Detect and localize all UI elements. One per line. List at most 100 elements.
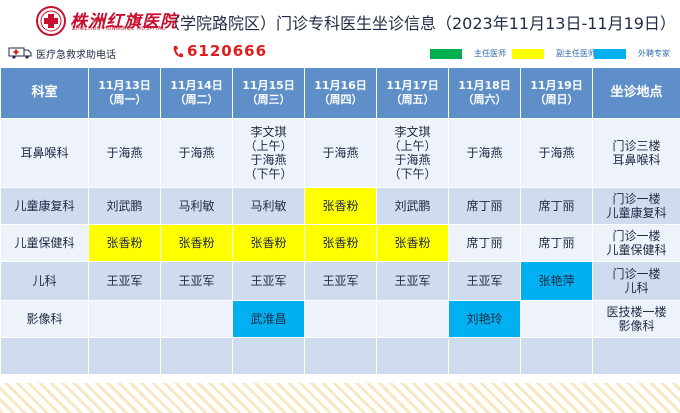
- hotline-number: 6120666: [187, 42, 268, 60]
- header-day: 11月18日 （周六）: [448, 67, 521, 119]
- dept-cell: 影像科: [0, 300, 89, 338]
- doctor-line: 张香粉: [322, 236, 359, 250]
- doctor-line: 席丁丽: [466, 236, 503, 250]
- location-cell: 门诊一楼 儿童保健科: [592, 224, 680, 262]
- doctor-line: 张香粉: [322, 199, 359, 213]
- doctor-cell: 王亚军: [160, 261, 233, 301]
- doctor-line: 张香粉: [394, 236, 431, 250]
- doctor-line: 刘武鹏: [106, 199, 143, 213]
- location-line: 门诊一楼: [612, 192, 661, 206]
- doctor-cell: 张香粉: [304, 187, 377, 225]
- doctor-cell: [376, 337, 449, 375]
- legend-label: 主任医师: [474, 49, 506, 58]
- header-weekday: （周三）: [246, 93, 291, 106]
- doctor-cell: 席丁丽: [520, 224, 593, 262]
- location-line: 儿童保健科: [606, 243, 667, 257]
- doctor-line: 刘艳玲: [466, 312, 503, 326]
- doctor-cell: 武淮昌: [232, 300, 305, 338]
- schedule-table: 科室 11月13日 （周一） 11月14日 （周二） 11月15日 （周三） 11月1…: [0, 67, 680, 375]
- location-line: 门诊一楼: [612, 267, 661, 281]
- doctor-line: 王亚军: [394, 274, 431, 288]
- doctor-line: （上午）: [388, 139, 437, 153]
- doctor-cell: 张艳萍: [520, 261, 593, 301]
- header-location: 坐诊地点: [592, 67, 680, 119]
- doctor-cell: [448, 337, 521, 375]
- doctor-cell: [160, 337, 233, 375]
- header-date: 11月13日: [98, 79, 151, 92]
- location-line: 耳鼻喉科: [612, 153, 661, 167]
- doctor-line: 王亚军: [106, 274, 143, 288]
- doctor-line: 于海燕: [466, 146, 503, 160]
- phone-icon: [173, 46, 183, 58]
- doctor-line: 王亚军: [250, 274, 287, 288]
- legend-item-chief: 主任医师: [430, 48, 506, 59]
- table-row: 耳鼻喉科 于海燕 于海燕 李文琪 （上午） 于海燕 （下午） 于海燕 李文琪 （上午） 于海燕 （下午…: [0, 118, 680, 188]
- dept-cell: 儿童保健科: [0, 224, 89, 262]
- doctor-line: 于海燕: [250, 153, 287, 167]
- doctor-cell: 张香粉: [376, 224, 449, 262]
- doctor-line: 刘武鹏: [394, 199, 431, 213]
- doctor-line: 王亚军: [322, 274, 359, 288]
- doctor-cell: 张香粉: [160, 224, 233, 262]
- location-cell: 门诊一楼 儿童康复科: [592, 187, 680, 225]
- doctor-cell: [88, 300, 161, 338]
- doctor-line: （上午）: [244, 139, 293, 153]
- header-weekday: （周五）: [390, 93, 435, 106]
- ambulance-icon: [8, 47, 32, 59]
- table-row: [0, 337, 680, 375]
- table-row: 儿童康复科 刘武鹏 马利敏 马利敏 张香粉 刘武鹏 席丁丽 席丁丽 门诊一楼 儿童康复科: [0, 187, 680, 225]
- legend-label: 副主任医师: [556, 49, 596, 58]
- doctor-line: 于海燕: [106, 146, 143, 160]
- header-day: 11月13日 （周一）: [88, 67, 161, 119]
- doctor-line: （下午）: [388, 167, 437, 181]
- doctor-cell: [304, 300, 377, 338]
- header-date: 11月19日: [530, 79, 583, 92]
- dept-cell: 儿科: [0, 261, 89, 301]
- legend-swatch-yellow: [512, 48, 544, 59]
- header-date: 11月18日: [458, 79, 511, 92]
- location-line: 儿科: [624, 281, 649, 295]
- legend-swatch-green: [430, 48, 462, 59]
- doctor-cell: 马利敏: [160, 187, 233, 225]
- dept-cell: 儿童康复科: [0, 187, 89, 225]
- doctor-line: 席丁丽: [538, 199, 575, 213]
- doctor-cell: [520, 337, 593, 375]
- header-date: 11月16日: [314, 79, 367, 92]
- doctor-cell: 王亚军: [448, 261, 521, 301]
- dept-cell: 耳鼻喉科: [0, 118, 89, 188]
- doctor-line: 于海燕: [322, 146, 359, 160]
- doctor-line: 于海燕: [394, 153, 431, 167]
- header: 株洲红旗医院 ZHUZHOU HONGQIQE HOSPITAL （学院路院区）…: [0, 0, 680, 42]
- doctor-line: 席丁丽: [466, 199, 503, 213]
- doctor-cell: 席丁丽: [448, 187, 521, 225]
- doctor-cell: 于海燕: [448, 118, 521, 188]
- table-row: 儿科 王亚军 王亚军 王亚军 王亚军 王亚军 王亚军 张艳萍 门诊一楼 儿科: [0, 261, 680, 301]
- doctor-cell: 席丁丽: [520, 187, 593, 225]
- location-cell: 门诊三楼 耳鼻喉科: [592, 118, 680, 188]
- location-cell: [592, 337, 680, 375]
- doctor-line: 马利敏: [178, 199, 215, 213]
- doctor-cell: 李文琪 （上午） 于海燕 （下午）: [376, 118, 449, 188]
- doctor-cell: 王亚军: [304, 261, 377, 301]
- legend-swatch-blue: [594, 48, 626, 59]
- doctor-line: 李文琪: [250, 125, 287, 139]
- header-day: 11月16日 （周四）: [304, 67, 377, 119]
- doctor-cell: 刘武鹏: [376, 187, 449, 225]
- doctor-line: 马利敏: [250, 199, 287, 213]
- doctor-cell: [160, 300, 233, 338]
- table-row: 儿童保健科 张香粉 张香粉 张香粉 张香粉 张香粉 席丁丽 席丁丽 门诊一楼 儿童保健科: [0, 224, 680, 262]
- header-dept: 科室: [0, 67, 89, 119]
- location-line: 门诊三楼: [612, 139, 661, 153]
- doctor-line: 张艳萍: [538, 274, 575, 288]
- doctor-line: 席丁丽: [538, 236, 575, 250]
- doctor-cell: 刘艳玲: [448, 300, 521, 338]
- header-day: 11月15日 （周三）: [232, 67, 305, 119]
- header-date: 11月17日: [386, 79, 439, 92]
- doctor-cell: [376, 300, 449, 338]
- doctor-line: 于海燕: [178, 146, 215, 160]
- header-weekday: （周一）: [102, 93, 147, 106]
- doctor-line: 张香粉: [250, 236, 287, 250]
- header-date: 11月15日: [242, 79, 295, 92]
- doctor-line: 于海燕: [538, 146, 575, 160]
- doctor-line: 王亚军: [466, 274, 503, 288]
